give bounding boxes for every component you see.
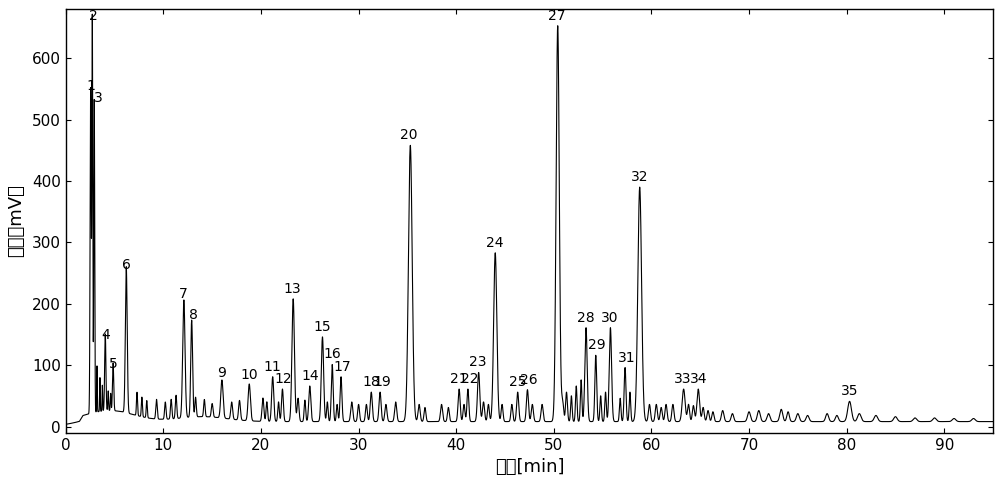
Text: 4: 4	[101, 328, 110, 342]
Text: 35: 35	[841, 384, 859, 398]
Text: 10: 10	[240, 368, 258, 382]
Text: 28: 28	[577, 311, 594, 325]
Text: 7: 7	[179, 287, 188, 300]
Text: 32: 32	[630, 170, 648, 184]
Text: 27: 27	[548, 9, 566, 23]
Text: 13: 13	[284, 282, 302, 296]
Text: 31: 31	[618, 351, 635, 365]
Text: 20: 20	[400, 128, 418, 142]
Text: 8: 8	[189, 308, 198, 322]
Text: 30: 30	[601, 311, 619, 325]
Text: 1: 1	[87, 79, 96, 93]
Text: 6: 6	[122, 258, 131, 272]
X-axis label: 时间[min]: 时间[min]	[495, 458, 564, 476]
Text: 12: 12	[275, 372, 292, 386]
Text: 24: 24	[486, 236, 504, 250]
Text: 34: 34	[690, 372, 708, 386]
Text: 11: 11	[264, 360, 282, 374]
Text: 5: 5	[109, 356, 117, 370]
Text: 22: 22	[461, 372, 478, 386]
Text: 3: 3	[94, 91, 103, 105]
Text: 14: 14	[301, 369, 319, 383]
Y-axis label: 信号［mV］: 信号［mV］	[7, 185, 25, 257]
Text: 23: 23	[469, 355, 487, 369]
Text: 17: 17	[334, 360, 351, 374]
Text: 21: 21	[450, 372, 467, 386]
Text: 26: 26	[520, 372, 538, 386]
Text: 29: 29	[588, 338, 606, 352]
Text: 33: 33	[674, 372, 692, 386]
Text: 19: 19	[374, 375, 391, 389]
Text: 25: 25	[509, 375, 527, 389]
Text: 9: 9	[217, 367, 226, 381]
Text: 18: 18	[363, 375, 381, 389]
Text: 15: 15	[313, 320, 331, 334]
Text: 16: 16	[324, 347, 342, 361]
Text: 2: 2	[89, 9, 98, 23]
